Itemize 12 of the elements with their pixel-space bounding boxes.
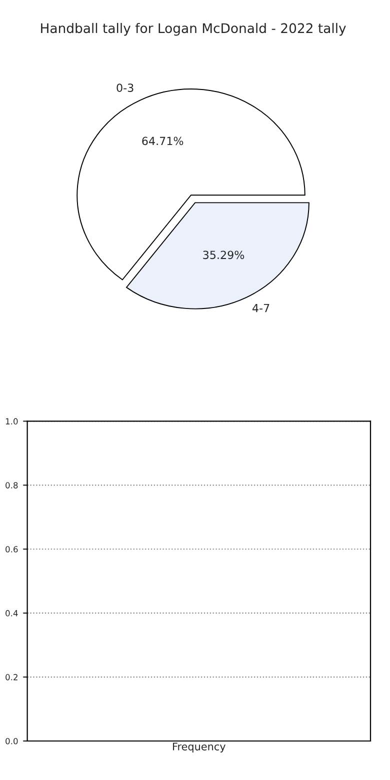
y-tick-label: 0.8	[6, 482, 18, 488]
y-tick-label: 0.6	[6, 546, 18, 552]
data-label: 64.71%	[142, 136, 184, 146]
y-tick-label: 0.4	[6, 610, 18, 616]
chart-title: Handball tally for Logan McDonald - 2022 tally	[41, 22, 346, 36]
y-tick-label: 0.0	[6, 738, 18, 744]
x-axis-title: Frequency	[173, 742, 226, 752]
y-tick-label: 1.0	[6, 418, 18, 424]
slice-label: 4-7	[252, 304, 270, 312]
data-label: 35.29%	[203, 250, 244, 260]
slice-label: 0-3	[116, 84, 134, 92]
y-tick-label: 0.2	[6, 674, 18, 680]
